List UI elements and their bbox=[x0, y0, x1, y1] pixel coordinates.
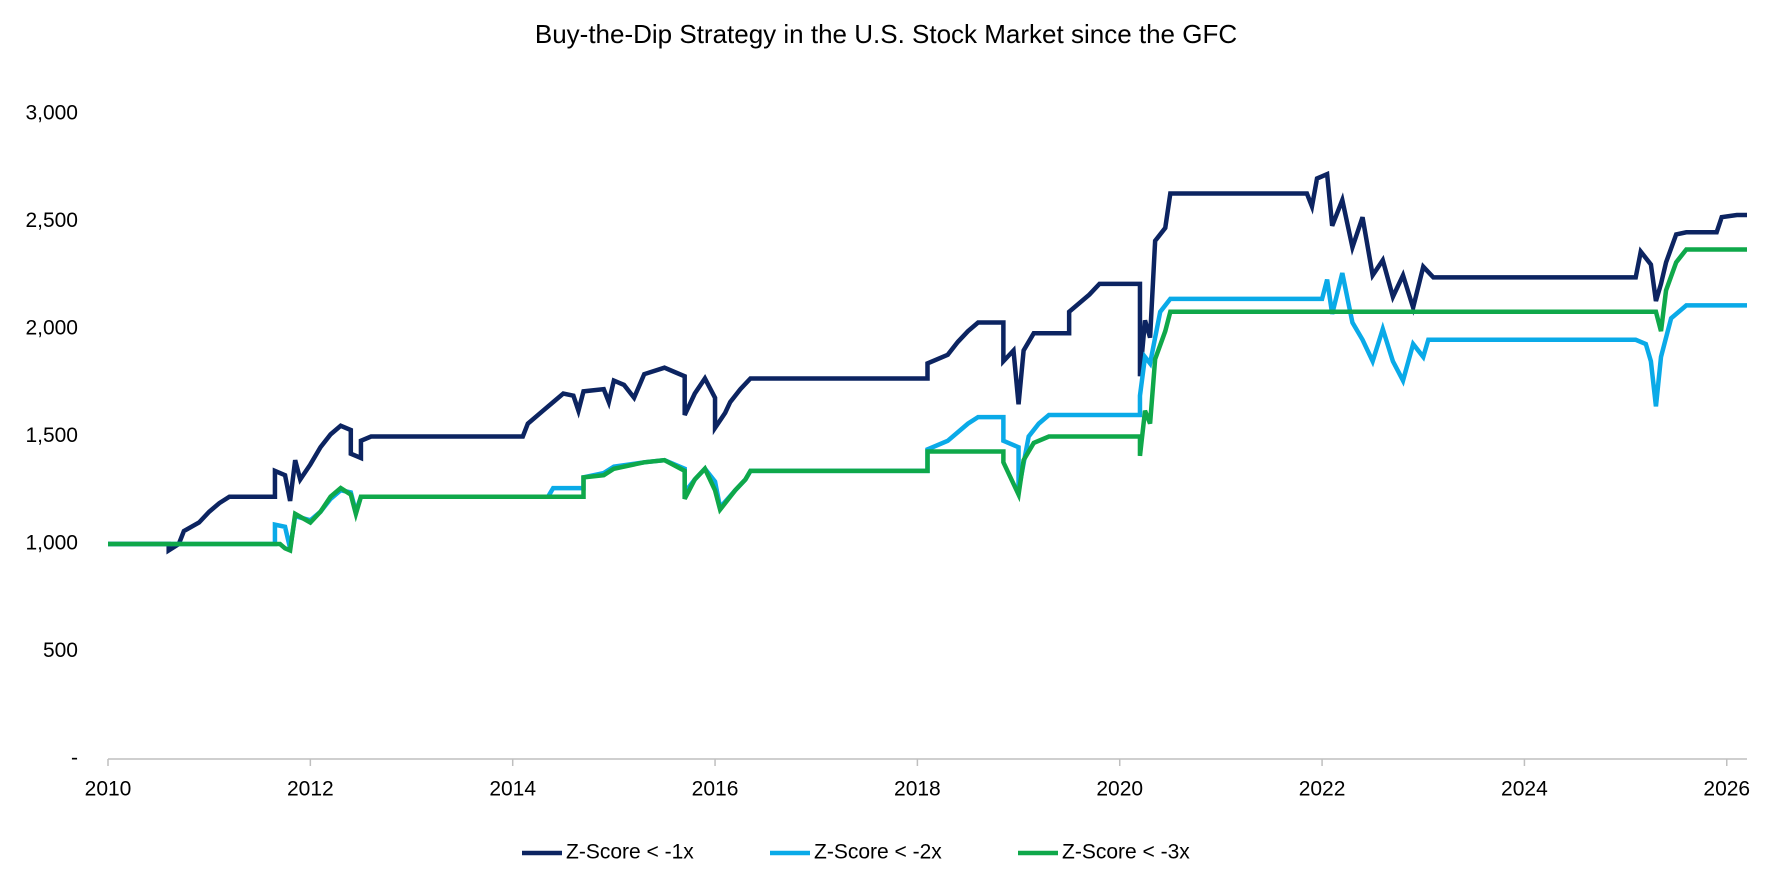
legend-label: Z-Score < -3x bbox=[1062, 841, 1190, 864]
series-line bbox=[108, 247, 1747, 554]
y-tick-label: - bbox=[71, 747, 78, 770]
y-tick-label: 2,000 bbox=[25, 317, 78, 340]
y-tick-label: 2,500 bbox=[25, 209, 78, 232]
x-tick-label: 2012 bbox=[287, 778, 334, 801]
series-line bbox=[108, 170, 1747, 555]
x-tick-label: 2022 bbox=[1299, 778, 1346, 801]
y-tick-label: 1,000 bbox=[25, 532, 78, 555]
chart-title: Buy-the-Dip Strategy in the U.S. Stock M… bbox=[535, 19, 1237, 49]
legend-item: Z-Score < -3x bbox=[1018, 841, 1190, 864]
y-tick-label: 3,000 bbox=[25, 102, 78, 125]
x-tick-label: 2024 bbox=[1501, 778, 1548, 801]
legend-label: Z-Score < -1x bbox=[566, 841, 694, 864]
legend-label: Z-Score < -2x bbox=[814, 841, 942, 864]
x-tick-label: 2018 bbox=[894, 778, 941, 801]
y-tick-label: 1,500 bbox=[25, 424, 78, 447]
legend-item: Z-Score < -2x bbox=[770, 841, 942, 864]
x-tick-label: 2014 bbox=[489, 778, 536, 801]
x-tick-label: 2010 bbox=[85, 778, 132, 801]
y-tick-label: 500 bbox=[43, 639, 78, 662]
x-tick-label: 2016 bbox=[692, 778, 739, 801]
x-tick-label: 2020 bbox=[1096, 778, 1143, 801]
x-tick-label: 2026 bbox=[1703, 778, 1750, 801]
legend-item: Z-Score < -1x bbox=[522, 841, 694, 864]
